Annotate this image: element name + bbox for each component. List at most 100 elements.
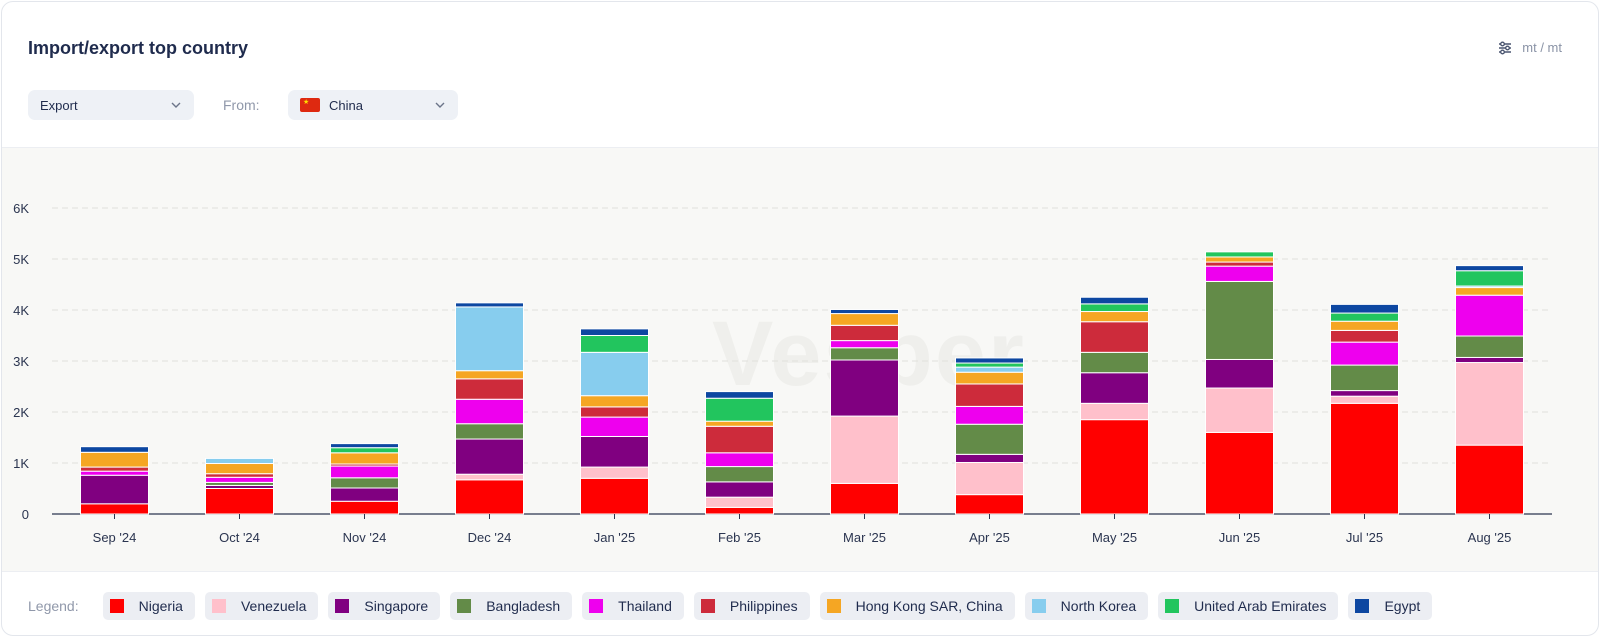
bar-segment[interactable] xyxy=(455,378,524,400)
bar-segment[interactable] xyxy=(330,452,399,465)
bar-segment[interactable] xyxy=(1080,321,1149,353)
bar-segment[interactable] xyxy=(705,481,774,498)
bar-segment[interactable] xyxy=(955,461,1024,496)
bar-segment[interactable] xyxy=(330,487,399,502)
bar-segment[interactable] xyxy=(580,435,649,468)
bar-segment[interactable] xyxy=(705,452,774,468)
bar-segment[interactable] xyxy=(455,398,524,425)
bar-segment[interactable] xyxy=(705,397,774,422)
bar-segment[interactable] xyxy=(205,457,274,465)
bar-segment[interactable] xyxy=(1330,364,1399,392)
bar-segment[interactable] xyxy=(1330,329,1399,343)
bar-segment[interactable] xyxy=(1455,270,1524,287)
bar-segment[interactable] xyxy=(1330,402,1399,515)
bar-segment[interactable] xyxy=(1330,303,1399,314)
bar-segment[interactable] xyxy=(1080,372,1149,404)
legend-item[interactable]: Venezuela xyxy=(204,592,319,620)
bar-segment[interactable] xyxy=(1455,294,1524,337)
bar-segment[interactable] xyxy=(705,420,774,427)
bar-segment[interactable] xyxy=(80,466,149,472)
bar-segment[interactable] xyxy=(455,423,524,440)
bar-segment[interactable] xyxy=(80,470,149,476)
bar-segment[interactable] xyxy=(1205,265,1274,282)
bar-segment[interactable] xyxy=(1455,356,1524,364)
bar-segment[interactable] xyxy=(455,306,524,372)
bar-segment[interactable] xyxy=(1330,395,1399,404)
bar-segment[interactable] xyxy=(1455,444,1524,515)
direction-select[interactable]: Export xyxy=(28,90,194,120)
bar-segment[interactable] xyxy=(830,482,899,515)
bar-segment[interactable] xyxy=(955,423,1024,455)
bar-segment[interactable] xyxy=(705,506,774,515)
bar-segment[interactable] xyxy=(955,362,1024,368)
bar-segment[interactable] xyxy=(1080,351,1149,374)
bar-segment[interactable] xyxy=(455,479,524,515)
bar-segment[interactable] xyxy=(80,446,149,453)
bar-segment[interactable] xyxy=(1455,287,1524,296)
bar-segment[interactable] xyxy=(1455,335,1524,358)
bar-segment[interactable] xyxy=(1080,311,1149,323)
bar-segment[interactable] xyxy=(955,453,1024,463)
bar-segment[interactable] xyxy=(1455,265,1524,272)
bar-segment[interactable] xyxy=(1330,312,1399,322)
legend-item[interactable]: Hong Kong SAR, China xyxy=(819,592,1015,620)
bar-segment[interactable] xyxy=(580,328,649,336)
bar-segment[interactable] xyxy=(1080,296,1149,305)
bar-segment[interactable] xyxy=(1330,390,1399,397)
bar-segment[interactable] xyxy=(955,405,1024,425)
legend-item[interactable]: North Korea xyxy=(1024,592,1149,620)
bar-segment[interactable] xyxy=(205,476,274,483)
legend-item[interactable]: United Arab Emirates xyxy=(1158,592,1339,620)
bar-segment[interactable] xyxy=(580,395,649,408)
bar-segment[interactable] xyxy=(455,370,524,380)
bar-segment[interactable] xyxy=(830,324,899,342)
bar-segment[interactable] xyxy=(955,383,1024,407)
bar-segment[interactable] xyxy=(580,477,649,515)
bar-segment[interactable] xyxy=(80,451,149,468)
bar-segment[interactable] xyxy=(1080,402,1149,421)
bar-segment[interactable] xyxy=(830,340,899,349)
bar-segment[interactable] xyxy=(330,477,399,489)
bar-segment[interactable] xyxy=(705,496,774,508)
legend-item[interactable]: Philippines xyxy=(693,592,810,620)
legend-item[interactable]: Egypt xyxy=(1348,592,1433,620)
bar-segment[interactable] xyxy=(580,416,649,437)
bar-segment[interactable] xyxy=(455,302,524,308)
bar-segment[interactable] xyxy=(830,308,899,315)
bar-segment[interactable] xyxy=(1205,280,1274,360)
bar-segment[interactable] xyxy=(1205,251,1274,258)
bar-segment[interactable] xyxy=(830,347,899,361)
legend-item[interactable]: Nigeria xyxy=(102,592,195,620)
bar-segment[interactable] xyxy=(580,335,649,353)
legend-item[interactable]: Singapore xyxy=(328,592,441,620)
bar-segment[interactable] xyxy=(80,503,149,515)
bar-segment[interactable] xyxy=(1205,431,1274,515)
legend-item[interactable]: Bangladesh xyxy=(450,592,573,620)
bar-segment[interactable] xyxy=(1205,256,1274,263)
units-toggle[interactable]: mt / mt xyxy=(1498,40,1562,55)
bar-segment[interactable] xyxy=(705,466,774,483)
bar-segment[interactable] xyxy=(580,466,649,479)
bar-segment[interactable] xyxy=(830,313,899,326)
sliders-icon[interactable] xyxy=(1498,41,1512,55)
bar-segment[interactable] xyxy=(1205,358,1274,389)
bar-segment[interactable] xyxy=(705,391,774,399)
bar-segment[interactable] xyxy=(1205,387,1274,433)
bar-segment[interactable] xyxy=(580,406,649,418)
bar-segment[interactable] xyxy=(1080,303,1149,313)
bar-segment[interactable] xyxy=(205,488,274,515)
bar-segment[interactable] xyxy=(455,438,524,475)
bar-segment[interactable] xyxy=(830,359,899,417)
bar-segment[interactable] xyxy=(1205,261,1274,267)
bar-segment[interactable] xyxy=(955,357,1024,364)
bar-segment[interactable] xyxy=(955,371,1024,385)
bar-segment[interactable] xyxy=(580,351,649,397)
bar-segment[interactable] xyxy=(1330,320,1399,331)
bar-segment[interactable] xyxy=(330,447,399,454)
legend-item[interactable]: Thailand xyxy=(582,592,684,620)
bar-segment[interactable] xyxy=(330,465,399,479)
bar-segment[interactable] xyxy=(1455,362,1524,446)
bar-segment[interactable] xyxy=(1330,341,1399,366)
bar-segment[interactable] xyxy=(330,500,399,515)
bar-segment[interactable] xyxy=(955,366,1024,373)
